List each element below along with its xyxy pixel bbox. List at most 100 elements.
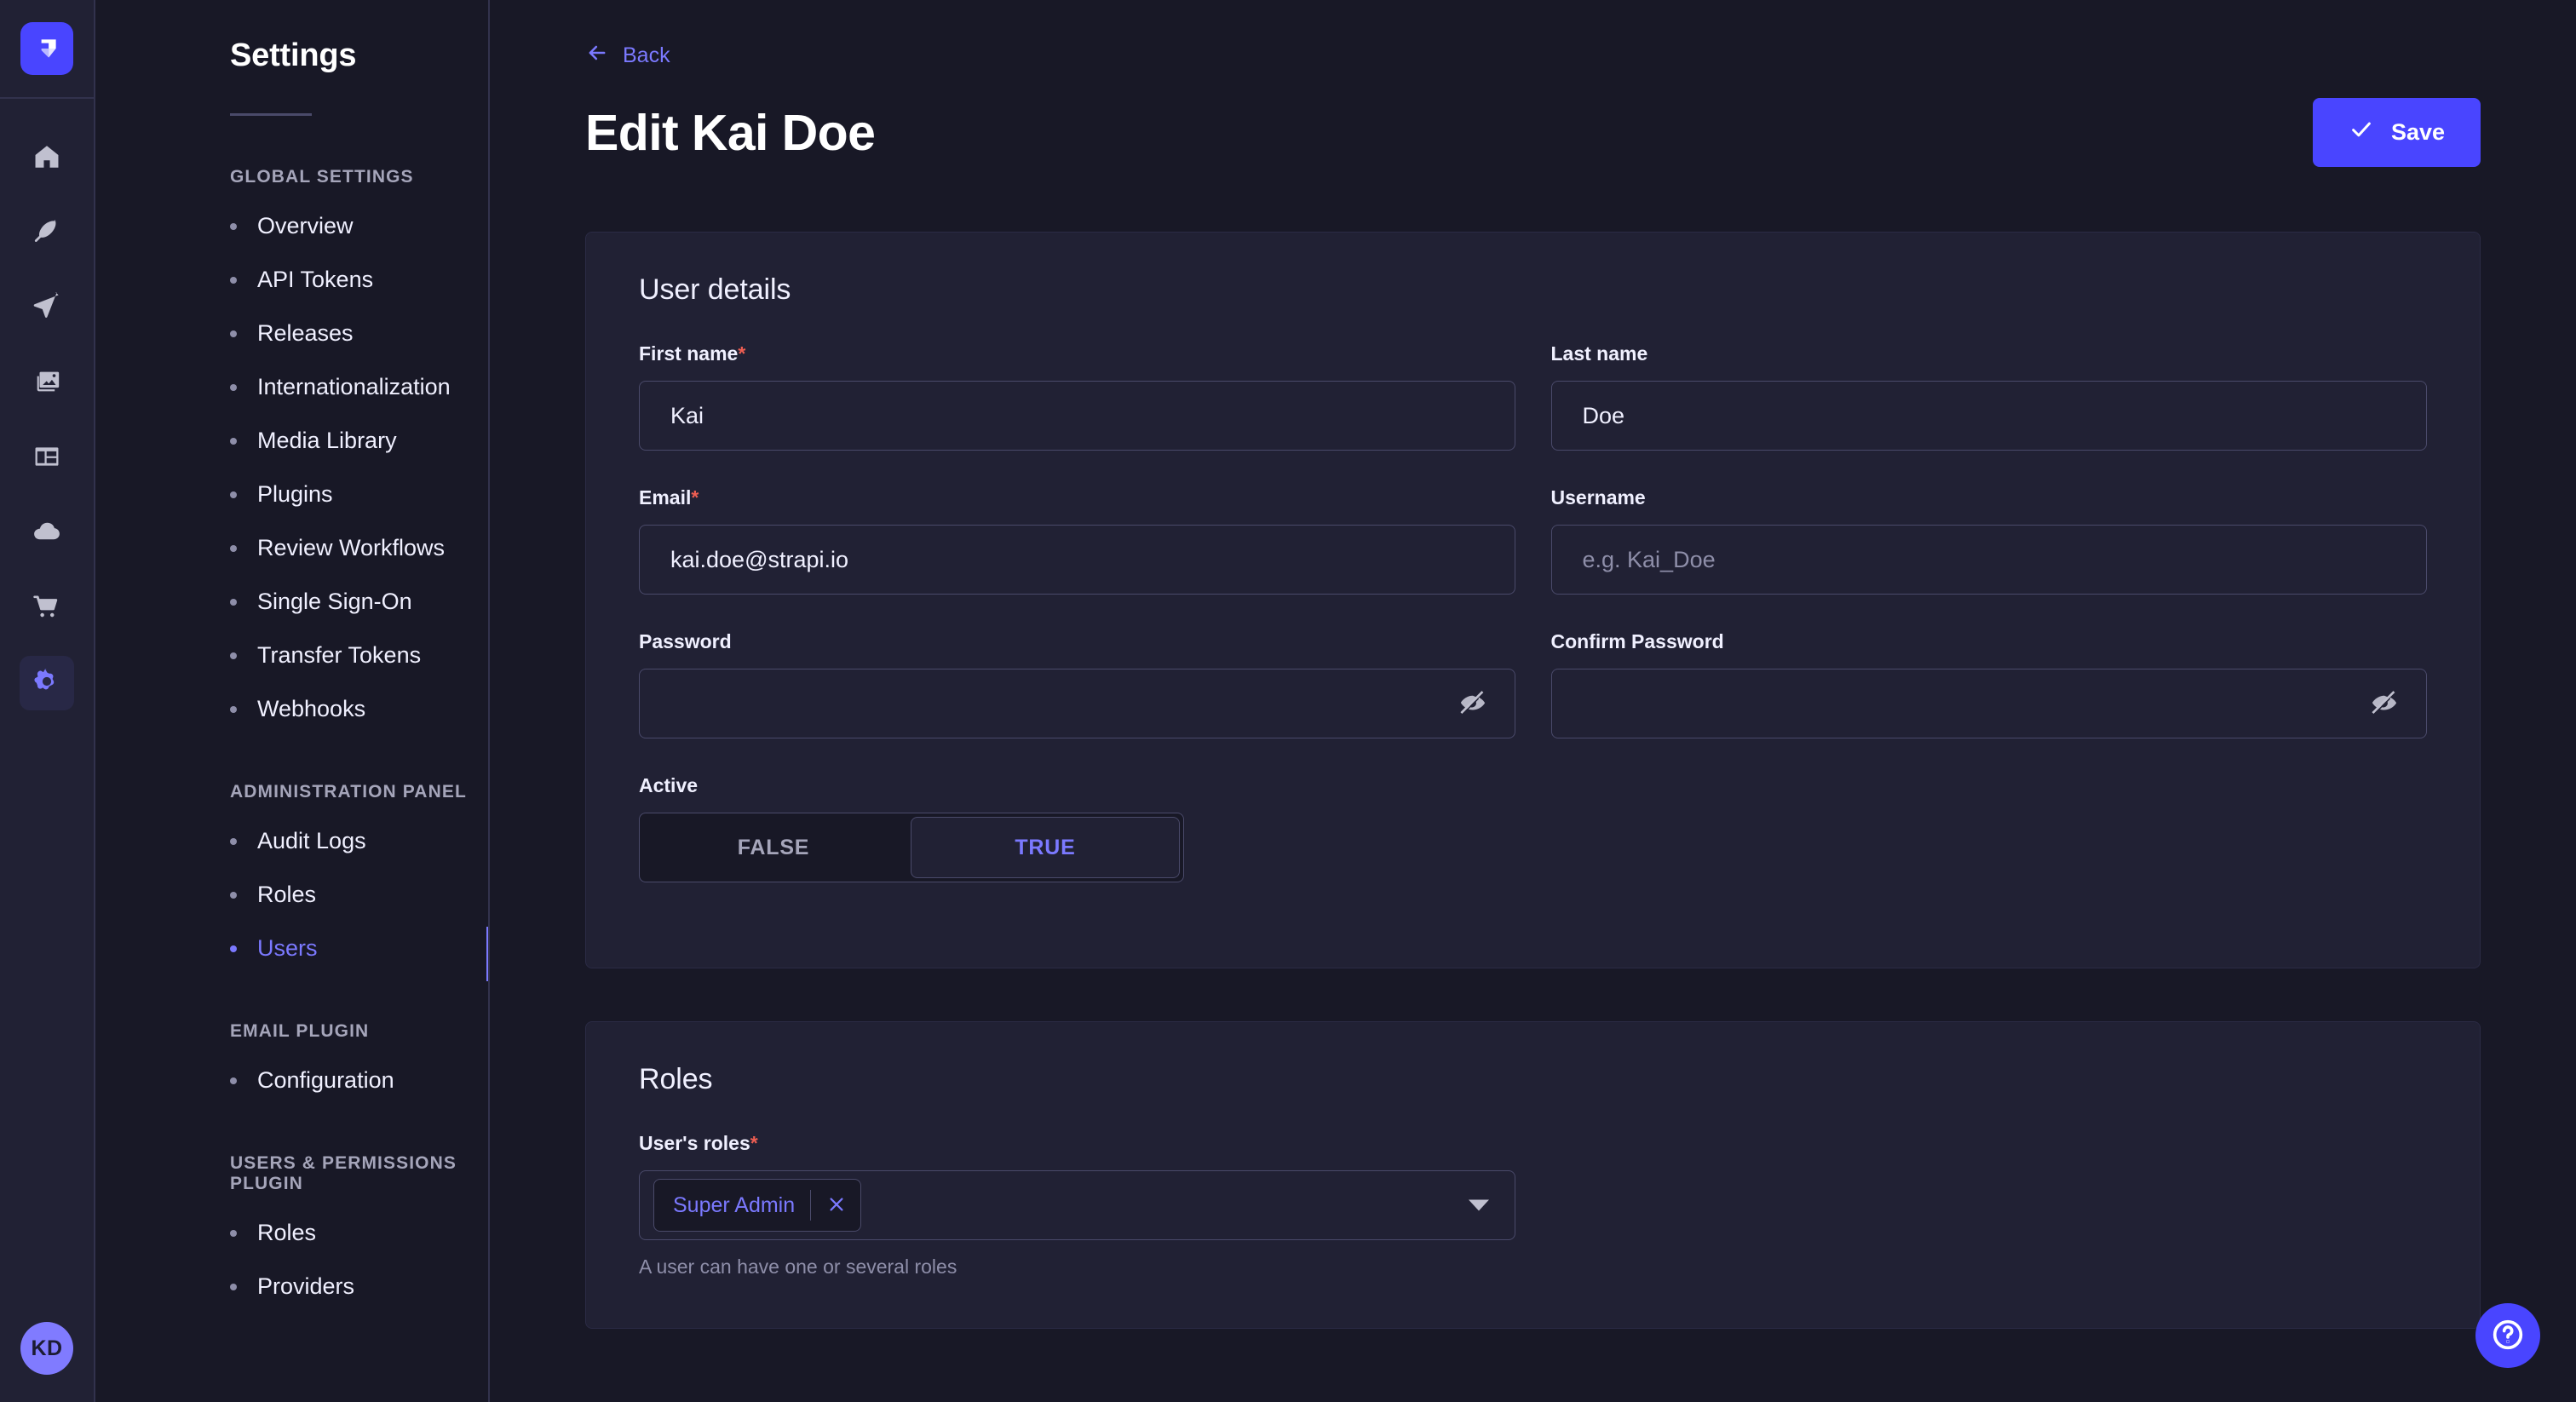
active-toggle[interactable]: FALSE TRUE xyxy=(639,813,1184,882)
sidebar-item-providers[interactable]: Providers xyxy=(95,1260,488,1313)
title-row: Edit Kai Doe Save xyxy=(585,98,2481,167)
user-roles-label-text: User's roles xyxy=(639,1132,750,1154)
question-mark-circle-icon xyxy=(2491,1318,2525,1354)
strapi-logo-button[interactable] xyxy=(0,0,95,99)
help-button[interactable] xyxy=(2475,1303,2540,1368)
last-name-input[interactable] xyxy=(1550,381,2427,451)
sidebar-item-review-workflows[interactable]: Review Workflows xyxy=(95,521,488,575)
sidebar-item-label: Media Library xyxy=(257,428,397,453)
sidebar-item-webhooks[interactable]: Webhooks xyxy=(95,682,488,736)
last-name-input-wrap xyxy=(1550,381,2427,451)
first-name-input[interactable] xyxy=(639,381,1515,451)
rail-item-media-library[interactable] xyxy=(20,356,74,411)
user-roles-field: User's roles* Super Admin xyxy=(639,1132,1515,1278)
nav-list: Overview API Tokens Releases Internation… xyxy=(95,199,488,736)
back-label: Back xyxy=(623,43,670,67)
nav-group-global-settings: GLOBAL SETTINGS Overview API Tokens Rele… xyxy=(95,167,488,736)
sidebar-item-label: Roles xyxy=(257,882,317,907)
required-asterisk: * xyxy=(691,486,699,509)
confirm-password-input-wrap xyxy=(1550,669,2427,738)
eye-off-icon xyxy=(2370,688,2399,720)
email-label-text: Email xyxy=(639,486,692,509)
roles-card: Roles User's roles* Super Admin xyxy=(585,1021,2481,1329)
active-field: Active FALSE TRUE xyxy=(639,774,1515,882)
user-details-title: User details xyxy=(639,273,791,306)
rail-item-content-type-builder[interactable] xyxy=(20,281,74,336)
shopping-cart-icon xyxy=(32,592,61,625)
rail-item-marketplace[interactable] xyxy=(20,581,74,635)
sidebar-item-label: Roles xyxy=(257,1220,317,1245)
sidebar-item-media-library[interactable]: Media Library xyxy=(95,414,488,468)
sidebar-item-releases[interactable]: Releases xyxy=(95,307,488,360)
password-input-wrap xyxy=(639,669,1515,738)
sidebar-item-api-tokens[interactable]: API Tokens xyxy=(95,253,488,307)
bullet-icon xyxy=(230,1077,237,1084)
chip-divider xyxy=(810,1190,812,1221)
confirm-password-input[interactable] xyxy=(1550,669,2427,738)
nav-group-title: ADMINISTRATION PANEL xyxy=(230,782,467,802)
back-link[interactable]: Back xyxy=(585,41,670,71)
bullet-icon xyxy=(230,491,237,498)
last-name-field: Last name xyxy=(1550,342,2427,451)
bullet-icon xyxy=(230,945,237,952)
save-button[interactable]: Save xyxy=(2312,98,2481,167)
sidebar-item-transfer-tokens[interactable]: Transfer Tokens xyxy=(95,629,488,682)
confirm-password-visibility-toggle[interactable] xyxy=(2367,687,2401,721)
password-input[interactable] xyxy=(639,669,1515,738)
sidebar-item-label: Review Workflows xyxy=(257,535,446,560)
bullet-icon xyxy=(230,330,237,337)
email-input[interactable] xyxy=(639,525,1515,595)
confirm-password-label: Confirm Password xyxy=(1550,630,1724,652)
active-toggle-true[interactable]: TRUE xyxy=(911,817,1180,878)
active-toggle-false[interactable]: FALSE xyxy=(640,813,907,882)
nav-group-administration-panel: ADMINISTRATION PANEL Audit Logs Roles Us… xyxy=(95,782,488,981)
sidebar-item-label: Providers xyxy=(257,1273,355,1299)
email-field: Email* xyxy=(639,486,1515,595)
rail-item-content-manager[interactable] xyxy=(20,206,74,261)
nav-group-email-plugin: EMAIL PLUGIN Configuration xyxy=(95,1021,488,1107)
sidebar-item-label: Plugins xyxy=(257,481,333,507)
roles-grid-spacer xyxy=(1551,1132,2428,1278)
bullet-icon xyxy=(230,598,237,606)
sidebar-item-plugins[interactable]: Plugins xyxy=(95,468,488,521)
rail-footer: KD xyxy=(20,1322,73,1402)
main-content: Back Edit Kai Doe Save User details Firs… xyxy=(490,0,2576,1402)
sidebar-item-configuration[interactable]: Configuration xyxy=(95,1054,488,1107)
username-input[interactable] xyxy=(1550,525,2427,595)
role-chip-super-admin: Super Admin xyxy=(653,1179,862,1232)
sidebar-item-up-roles[interactable]: Roles xyxy=(95,1206,488,1260)
bullet-icon xyxy=(230,222,237,230)
sidebar-item-admin-roles[interactable]: Roles xyxy=(95,868,488,922)
sidebar-item-label: Webhooks xyxy=(257,696,366,721)
password-label: Password xyxy=(639,630,732,652)
username-field: Username xyxy=(1550,486,2427,595)
rail-item-pages[interactable] xyxy=(20,431,74,486)
user-details-grid: First name* Last name Email* xyxy=(639,342,2427,918)
nav-group-title: USERS & PERMISSIONS PLUGIN xyxy=(230,1153,457,1193)
sidebar-item-label: Single Sign-On xyxy=(257,589,412,614)
rail-item-cloud[interactable] xyxy=(20,506,74,560)
password-visibility-toggle[interactable] xyxy=(1456,687,1490,721)
nav-group-title: GLOBAL SETTINGS xyxy=(230,167,414,187)
rail-item-settings[interactable] xyxy=(20,656,74,710)
bullet-icon xyxy=(230,276,237,284)
feather-icon xyxy=(32,217,61,250)
user-roles-select[interactable]: Super Admin xyxy=(639,1170,1515,1240)
subnav-header: Settings xyxy=(95,0,488,116)
images-icon xyxy=(32,367,61,400)
sidebar-item-overview[interactable]: Overview xyxy=(95,199,488,253)
sidebar-item-label: API Tokens xyxy=(257,267,374,292)
rail-item-home[interactable] xyxy=(20,131,74,186)
nav-group-title: EMAIL PLUGIN xyxy=(230,1021,370,1041)
confirm-password-field: Confirm Password xyxy=(1550,630,2427,738)
bullet-icon xyxy=(230,1229,237,1237)
sidebar-item-single-sign-on[interactable]: Single Sign-On xyxy=(95,575,488,629)
avatar[interactable]: KD xyxy=(20,1322,73,1375)
sidebar-item-internationalization[interactable]: Internationalization xyxy=(95,360,488,414)
chevron-down-icon[interactable] xyxy=(1468,1199,1489,1211)
sidebar-item-audit-logs[interactable]: Audit Logs xyxy=(95,814,488,868)
sidebar-item-label: Transfer Tokens xyxy=(257,642,422,668)
role-chip-remove-button[interactable] xyxy=(818,1187,855,1224)
sidebar-item-users[interactable]: Users xyxy=(95,922,488,981)
